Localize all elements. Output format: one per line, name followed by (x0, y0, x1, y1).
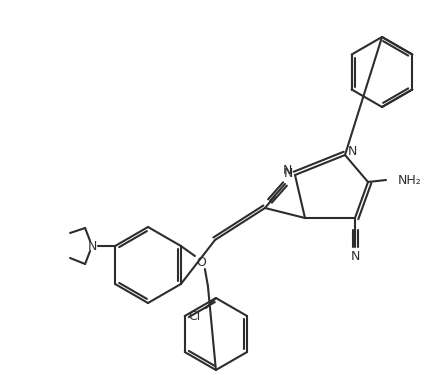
Text: N: N (347, 144, 357, 158)
Text: NH₂: NH₂ (398, 174, 422, 187)
Text: N: N (88, 240, 97, 253)
Text: Cl: Cl (188, 311, 200, 324)
Text: N: N (283, 167, 293, 180)
Text: N: N (282, 164, 292, 177)
Text: N: N (350, 250, 359, 263)
Text: O: O (196, 256, 206, 269)
